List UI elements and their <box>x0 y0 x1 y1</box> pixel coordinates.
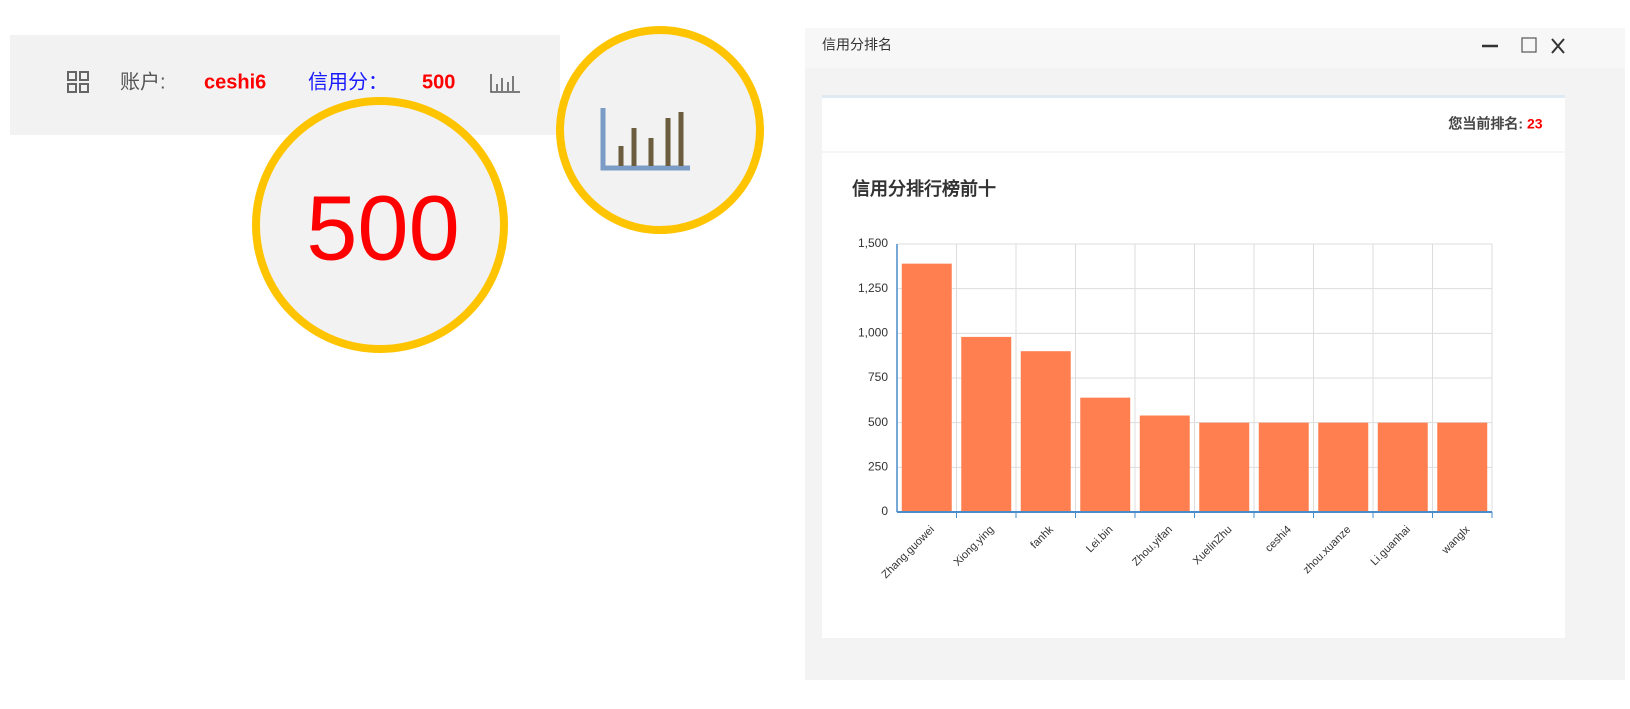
chart-title: 信用分排行榜前十 <box>852 178 996 199</box>
rank: 23 <box>1527 116 1543 132</box>
zoom-credit: 500 <box>306 177 460 279</box>
credit: 500 <box>422 71 455 93</box>
close-button[interactable] <box>1551 38 1565 54</box>
zoom-circle <box>556 26 764 234</box>
y-tick-label: 1,500 <box>858 236 888 250</box>
y-tick-label: 750 <box>868 370 888 384</box>
rank-label: 您当前排名: <box>1448 116 1523 132</box>
bar <box>1080 397 1131 512</box>
bar <box>1258 422 1309 512</box>
bar <box>901 263 952 512</box>
y-tick-label: 250 <box>868 460 888 474</box>
account: ceshi6 <box>204 71 266 93</box>
maximize-button[interactable] <box>1521 37 1537 53</box>
y-tick-label: 1,250 <box>858 281 888 295</box>
bar <box>1437 422 1488 512</box>
credit-label: 信用分： <box>308 70 388 93</box>
bar <box>1377 422 1428 512</box>
y-tick-label: 500 <box>868 415 888 429</box>
zoom-ranking-icon <box>600 108 690 171</box>
bar <box>961 336 1012 512</box>
zoom-circle <box>252 97 508 353</box>
card-top-border <box>822 95 1565 98</box>
bar <box>1199 422 1250 512</box>
window-titlebar <box>805 28 1625 68</box>
y-tick-label: 1,000 <box>858 326 888 340</box>
menu-icon <box>67 71 89 93</box>
bar <box>1020 351 1071 512</box>
y-tick-label: 0 <box>881 504 888 518</box>
account-label: 账户: <box>120 70 166 93</box>
bar <box>1139 415 1190 512</box>
toolbar <box>10 35 560 135</box>
window-title: 信用分排名 <box>822 37 892 53</box>
bar <box>1318 422 1369 512</box>
ranking-icon[interactable] <box>490 74 520 93</box>
